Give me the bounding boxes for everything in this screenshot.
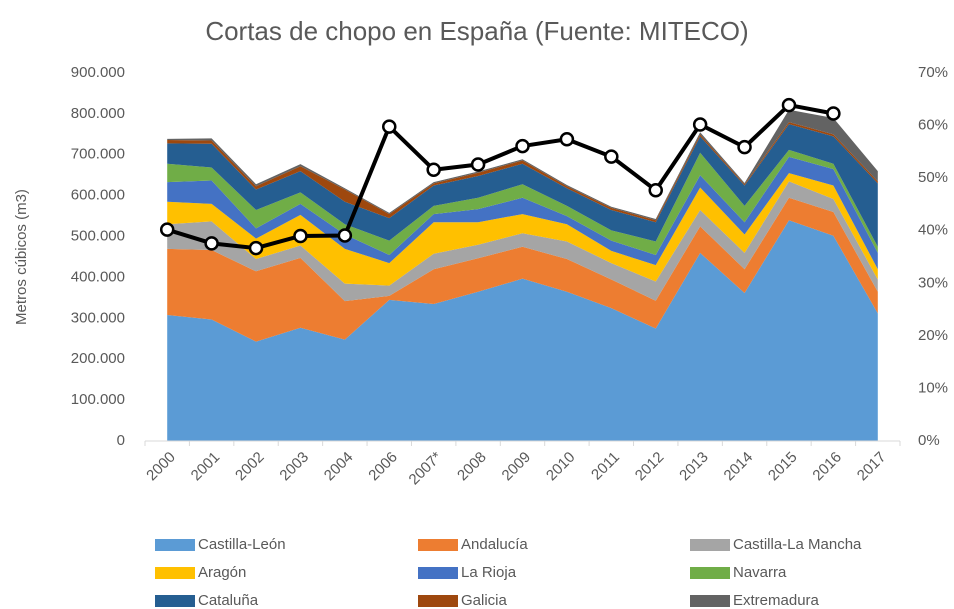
legend-swatch: [690, 539, 730, 551]
line-marker: [204, 236, 219, 251]
y-tick-label: 400.000: [71, 268, 125, 285]
x-tick-label: 2007*: [406, 449, 446, 489]
area: [167, 197, 878, 342]
legend-label: Galicia: [461, 592, 508, 609]
y2-tick-label: 0%: [918, 432, 940, 449]
x-tick-label: 2001: [188, 449, 224, 485]
legend-swatch: [418, 539, 458, 551]
y-tick-label: 200.000: [71, 350, 125, 367]
x-tick-label: 2012: [632, 449, 668, 485]
line-marker: [648, 182, 663, 198]
line-marker: [737, 139, 752, 155]
legend-label: Andalucía: [461, 536, 528, 553]
y-tick-label: 700.000: [71, 146, 125, 163]
y-tick-label: 300.000: [71, 309, 125, 326]
line-marker: [559, 131, 575, 147]
line-marker: [515, 138, 530, 154]
y2-tick-label: 50%: [918, 169, 948, 186]
x-tick-label: 2002: [232, 449, 268, 485]
line-marker: [293, 228, 308, 244]
line-marker: [826, 106, 841, 121]
y-tick-label: 0: [117, 432, 125, 449]
chart-title: Cortas de chopo en España (Fuente: MITEC…: [205, 16, 748, 46]
area: [167, 124, 878, 247]
x-tick-label: 2008: [454, 449, 490, 485]
legend-swatch: [418, 595, 458, 607]
y2-tick-label: 10%: [918, 379, 948, 396]
line-marker: [337, 228, 353, 243]
x-tick-label: 2006: [365, 449, 401, 485]
legend-label: Aragón: [198, 564, 246, 581]
line-marker: [248, 240, 264, 256]
x-tick-label: 2016: [809, 449, 845, 485]
area: [167, 122, 878, 223]
line-marker: [159, 222, 175, 237]
legend-swatch: [155, 567, 195, 579]
x-tick-label: 2000: [143, 449, 179, 485]
legend-label: Castilla-León: [198, 536, 286, 553]
legend-swatch: [690, 595, 730, 607]
legend-swatch: [155, 595, 195, 607]
line: [166, 103, 834, 251]
legend-swatch: [155, 539, 195, 551]
x-tick-label: 2003: [276, 449, 312, 485]
x-tick-label: 2010: [543, 449, 579, 485]
y-tick-label: 100.000: [71, 391, 125, 408]
x-tick-label: 2017: [854, 449, 890, 485]
legend-swatch: [690, 567, 730, 579]
y-tick-label: 900.000: [71, 64, 125, 81]
y2-tick-label: 40%: [918, 222, 948, 239]
line-marker: [692, 117, 708, 132]
x-tick-label: 2015: [765, 449, 801, 485]
area: [167, 173, 878, 286]
legend-label: La Rioja: [461, 564, 517, 581]
line-marker: [781, 97, 797, 113]
y-tick-label: 500.000: [71, 228, 125, 245]
area: [167, 220, 878, 441]
y2-tick-label: 70%: [918, 64, 948, 81]
legend-label: Cataluña: [198, 592, 259, 609]
line-marker: [382, 119, 397, 134]
legend-label: Extremadura: [733, 592, 820, 609]
line-marker: [604, 149, 619, 164]
y-tick-label: 600.000: [71, 187, 125, 204]
y2-tick-label: 30%: [918, 274, 948, 291]
y-tick-label: 800.000: [71, 105, 125, 122]
area: [167, 181, 878, 302]
y-axis-label: Metros cúbicos (m3): [13, 189, 30, 325]
line-marker: [470, 157, 486, 172]
y2-tick-label: 60%: [918, 117, 948, 134]
y2-tick-label: 20%: [918, 327, 948, 344]
x-tick-label: 2014: [721, 449, 757, 485]
legend-swatch: [418, 567, 458, 579]
x-tick-label: 2013: [676, 449, 712, 485]
line-marker: [426, 162, 441, 177]
x-tick-label: 2004: [321, 449, 357, 485]
x-tick-label: 2011: [588, 449, 623, 484]
legend-label: Castilla-La Mancha: [733, 536, 862, 553]
area: [167, 109, 878, 221]
legend-label: Navarra: [733, 564, 787, 581]
x-tick-label: 2009: [499, 449, 535, 485]
